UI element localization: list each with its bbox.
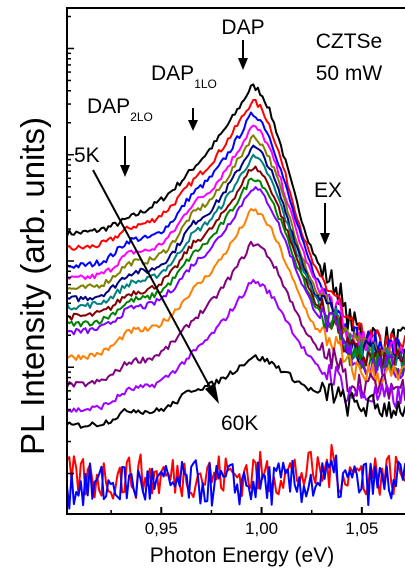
spectrum-line <box>67 153 405 376</box>
spectrum-line <box>67 443 405 500</box>
spectrum-line <box>67 186 405 379</box>
spectrum-line <box>67 278 405 413</box>
annotation-dap1lo: DAP1LO <box>151 62 217 91</box>
x-tick-label: 0,95 <box>145 519 178 538</box>
annotation-dap1lo-sub: 1LO <box>194 77 217 91</box>
annotation-dap2lo-main: DAP <box>87 95 130 118</box>
x-axis-label: Photon Energy (eV) <box>150 544 334 567</box>
dap1lo-arrow-head <box>188 120 198 131</box>
annotation-dap2lo-sub: 2LO <box>130 110 153 124</box>
temperature-arrow <box>92 169 213 392</box>
y-minor-ticks <box>67 15 74 475</box>
annotation-5k: 5K <box>74 144 100 167</box>
spectrum-line <box>67 454 405 510</box>
annotation-ex: EX <box>314 179 342 202</box>
series-group <box>67 83 405 510</box>
annotation-dap1lo-main: DAP <box>151 62 194 85</box>
spectrum-line <box>67 111 405 360</box>
annotation-power: 50 mW <box>316 62 383 85</box>
annotation-dap2lo: DAP2LO <box>87 95 153 124</box>
spectrum-line <box>67 354 405 429</box>
spectrum-line <box>67 177 405 376</box>
annotation-60k: 60K <box>221 412 258 435</box>
dap2lo-arrow-head <box>120 165 130 177</box>
spectrum-line <box>67 208 405 388</box>
x-tick-label: 1,00 <box>245 519 278 538</box>
spectrum-line <box>67 165 405 374</box>
x-ticks: 0,95 1,00 1,05 <box>110 507 378 538</box>
x-tick-label: 1,05 <box>345 519 378 538</box>
spectrum-line <box>67 134 405 370</box>
spectrum-line <box>67 240 405 402</box>
spectrum-line <box>67 124 405 363</box>
ex-arrow-head <box>320 233 330 245</box>
annotation-sample: CZTSe <box>316 30 383 53</box>
spectrum-line <box>67 83 405 353</box>
temperature-arrow-head <box>205 383 219 404</box>
dap-arrow-head <box>238 58 248 70</box>
annotation-dap: DAP <box>221 16 264 39</box>
y-axis-label: PL Intensity (arb. units) <box>14 117 51 455</box>
